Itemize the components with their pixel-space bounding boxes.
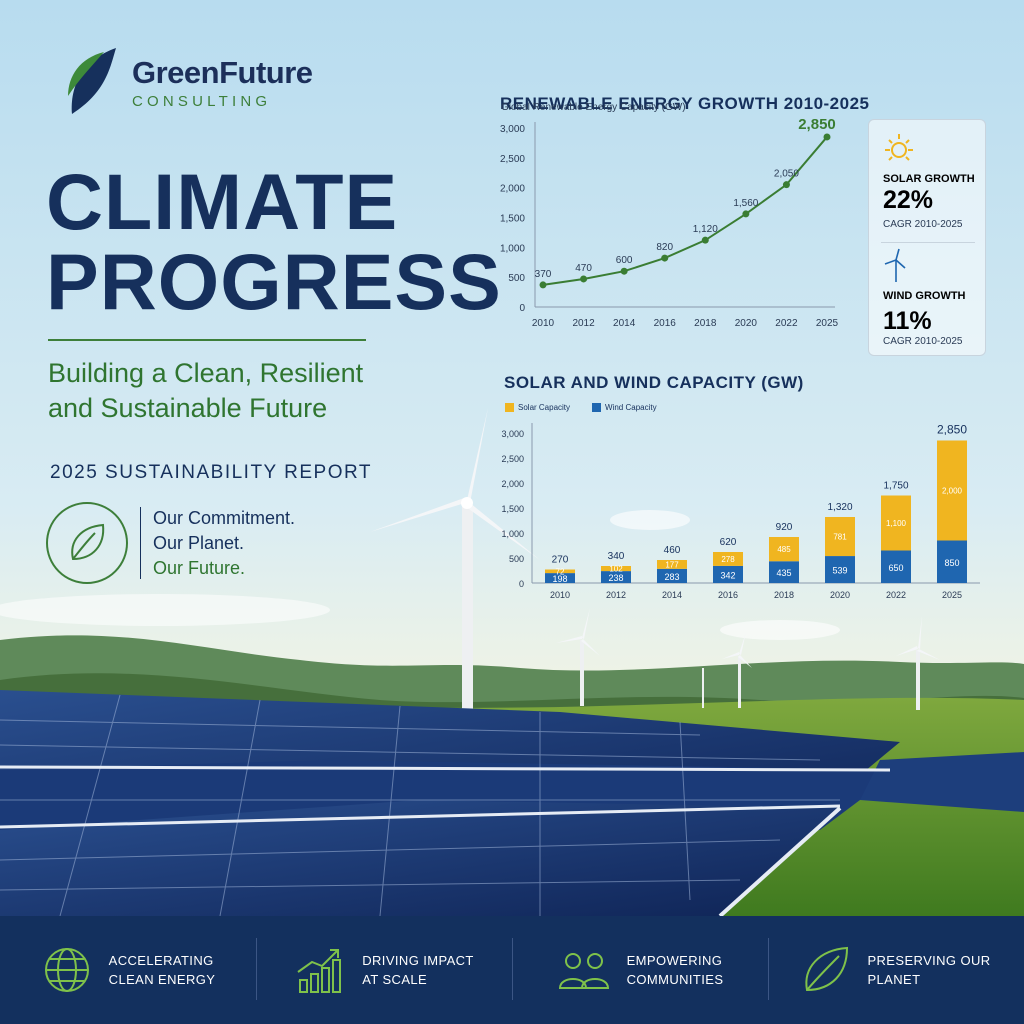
- wind-turbine-large: [370, 408, 540, 717]
- line-chart-y-tick: 2,500: [500, 154, 525, 165]
- line-chart-point: [823, 133, 831, 141]
- bar-chart-title: SOLAR AND WIND CAPACITY (GW): [504, 373, 804, 392]
- footer-text: AT SCALE: [362, 972, 428, 987]
- globe-icon: [44, 948, 89, 992]
- stats-divider: [881, 242, 975, 243]
- line-chart-data-label: 820: [656, 242, 673, 253]
- wind-turbine-small: [556, 608, 940, 710]
- line-chart-point: [620, 267, 628, 275]
- footer-text: COMMUNITIES: [626, 972, 724, 987]
- leaf-icon: [805, 946, 849, 992]
- legend-wind: Wind Capacity: [592, 403, 657, 412]
- line-chart-subtitle: Global Renewable Energy Capacity (GW): [501, 102, 686, 114]
- wind-growth-value: 11%: [883, 307, 932, 335]
- footer-item-communities[interactable]: EMPOWERING COMMUNITIES: [512, 916, 768, 1024]
- page-title: CLIMATE PROGRESS: [46, 162, 502, 322]
- commitment-block: Our Commitment. Our Planet. Our Future.: [46, 502, 295, 584]
- footer-bar: ACCELERATING CLEAN ENERGY DRIVING IMPACT…: [0, 916, 1024, 1024]
- line-chart-x-tick: 2014: [613, 318, 636, 329]
- growth-stats-card: SOLAR GROWTH 22% CAGR 2010-2025 WIND GRO…: [868, 119, 986, 356]
- line-chart-y-tick: 500: [508, 273, 525, 284]
- line-chart-data-label: 2,850: [798, 116, 836, 133]
- legend-swatch-solar: [505, 403, 514, 412]
- line-chart-data-label: 370: [535, 269, 552, 280]
- bar-chart-legend: Solar Capacity Wind Capacity: [505, 403, 679, 412]
- title-line: CLIMATE: [46, 157, 399, 246]
- line-chart-point: [580, 275, 588, 283]
- footer-item-impact[interactable]: DRIVING IMPACT AT SCALE: [256, 916, 512, 1024]
- line-chart-point: [742, 210, 750, 218]
- line-chart-data-label: 1,120: [693, 224, 718, 235]
- footer-text: DRIVING IMPACT: [362, 953, 474, 968]
- subtitle-line: and Sustainable Future: [48, 393, 328, 423]
- solar-growth-label: SOLAR GROWTH: [883, 173, 975, 185]
- line-chart-title: RENEWABLE ENERGY GROWTH 2010-2025: [500, 94, 870, 113]
- line-chart-x-tick: 2016: [654, 318, 677, 329]
- commitment-line: Our Commitment.: [153, 507, 296, 528]
- footer-item-planet[interactable]: PRESERVING OUR PLANET: [768, 916, 1024, 1024]
- leaf-logo-icon: [68, 48, 116, 114]
- line-chart-y-tick: 1,000: [500, 243, 525, 254]
- commitment-line: Our Planet.: [153, 532, 245, 553]
- page-subtitle: Building a Clean, Resilient and Sustaina…: [48, 356, 468, 426]
- wind-growth-label: WIND GROWTH: [883, 290, 966, 302]
- line-chart-point: [539, 281, 547, 289]
- line-chart-point: [782, 181, 790, 189]
- sun-icon: [885, 134, 913, 161]
- solar-panels: [0, 690, 1024, 918]
- line-chart-x-tick: 2025: [816, 318, 839, 329]
- footer-item-clean-energy[interactable]: ACCELERATING CLEAN ENERGY: [0, 916, 256, 1024]
- line-chart-data-label: 1,560: [733, 198, 758, 209]
- growth-chart-icon: [297, 949, 342, 993]
- brand-tagline: CONSULTING: [132, 92, 272, 110]
- line-chart-x-tick: 2010: [532, 318, 555, 329]
- commitment-separator: [140, 507, 141, 579]
- footer-text: EMPOWERING: [626, 953, 723, 968]
- solar-growth-note: CAGR 2010-2025: [883, 219, 963, 230]
- solar-growth-value: 22%: [883, 186, 934, 214]
- brand-name: GreenFuture: [132, 54, 313, 90]
- legend-label-wind: Wind Capacity: [605, 403, 657, 412]
- footer-text: CLEAN ENERGY: [108, 972, 216, 987]
- line-chart-subtitle-text: Global Renewable Energy Capacity (GW): [501, 102, 686, 113]
- title-line: PROGRESS: [46, 237, 502, 326]
- line-chart-x-tick: 2012: [572, 318, 595, 329]
- line-chart-y-tick: 1,500: [500, 214, 525, 225]
- line-chart-x-tick: 2018: [694, 318, 717, 329]
- line-chart-y-tick: 0: [519, 303, 525, 314]
- wind-turbine-icon: [884, 248, 906, 282]
- line-chart-data-label: 600: [616, 255, 633, 266]
- title-divider: [48, 339, 366, 341]
- footer-text: PRESERVING OUR: [867, 953, 991, 968]
- line-chart-y-tick: 3,000: [500, 124, 525, 135]
- legend-label-solar: Solar Capacity: [518, 403, 571, 412]
- line-chart-y-tick: 2,000: [500, 184, 525, 195]
- line-chart-point: [701, 236, 709, 244]
- line-chart-x-tick: 2020: [735, 318, 758, 329]
- footer-text: ACCELERATING: [108, 953, 214, 968]
- people-icon: [558, 953, 609, 989]
- commitment-badge: [46, 502, 128, 584]
- line-chart-x-tick: 2022: [775, 318, 798, 329]
- line-chart-data-label: 470: [575, 263, 592, 274]
- legend-solar: Solar Capacity: [505, 403, 570, 412]
- leaf-icon: [71, 523, 105, 561]
- report-label: 2025 SUSTAINABILITY REPORT: [50, 462, 372, 483]
- commitment-line: Our Future.: [153, 557, 246, 578]
- line-chart-data-label: 2,050: [774, 169, 799, 180]
- footer-text: PLANET: [867, 972, 921, 987]
- line-chart-series-line: [542, 136, 828, 286]
- wind-growth-note: CAGR 2010-2025: [883, 336, 963, 347]
- legend-swatch-wind: [592, 403, 602, 412]
- line-chart-point: [661, 254, 669, 262]
- brand-logo[interactable]: GreenFuture CONSULTING: [66, 46, 313, 118]
- subtitle-line: Building a Clean, Resilient: [48, 358, 364, 388]
